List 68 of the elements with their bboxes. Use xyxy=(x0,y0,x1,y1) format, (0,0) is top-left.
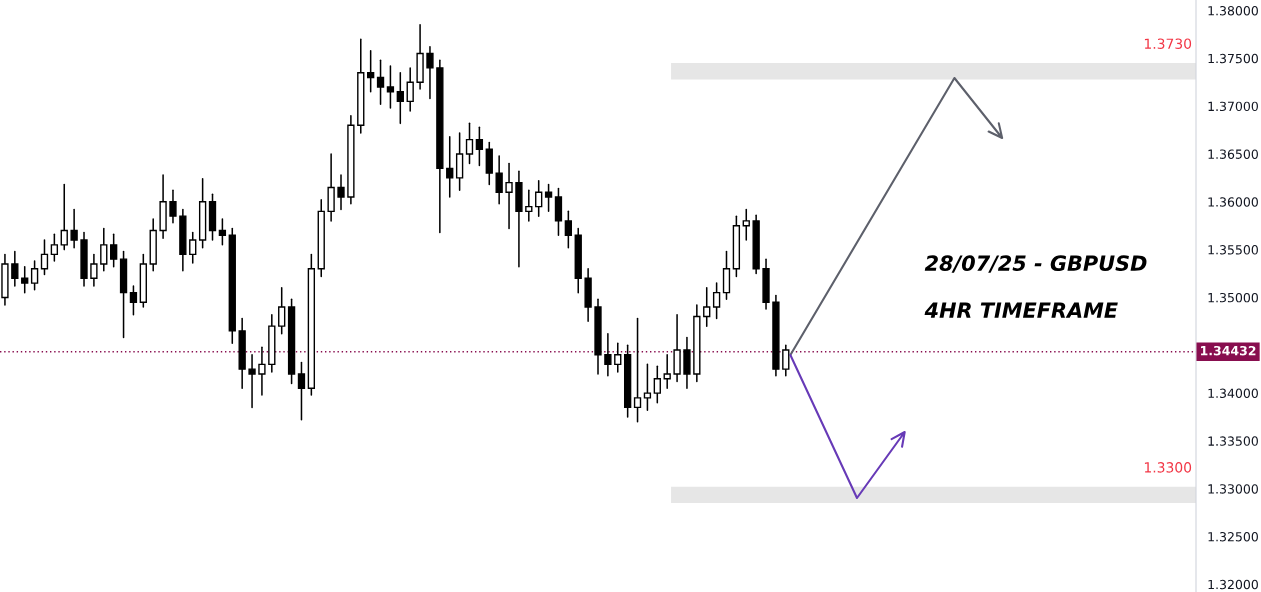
candlestick xyxy=(742,208,750,241)
candlestick xyxy=(337,174,345,211)
candlestick xyxy=(663,354,671,390)
ref-line-label: 1.34432 xyxy=(1201,345,1256,356)
candlestick xyxy=(129,285,138,316)
candlestick xyxy=(722,250,731,301)
candlestick xyxy=(604,333,612,377)
candlestick xyxy=(643,363,652,412)
candlestick xyxy=(70,208,78,249)
candlestick xyxy=(782,344,790,377)
annotation: 4HR TIMEFRAME xyxy=(924,302,1118,318)
candlestick xyxy=(297,361,306,421)
candlestick xyxy=(189,231,197,264)
candlestick xyxy=(258,346,266,396)
candlestick xyxy=(396,71,404,125)
candlestick xyxy=(278,287,286,335)
y-tick-label: 1.32500 xyxy=(1208,532,1258,542)
candlestick xyxy=(100,227,108,272)
y-tick-label: 1.35000 xyxy=(1208,292,1258,303)
candlestick xyxy=(30,260,39,291)
candlestick xyxy=(367,49,375,93)
y-tick-label: 1.37000 xyxy=(1208,101,1258,112)
y-tick-label: 1.35500 xyxy=(1208,245,1258,255)
candlestick xyxy=(169,189,177,224)
candlestick xyxy=(248,354,256,409)
candlestick xyxy=(712,282,721,320)
band-label: 1.3300 xyxy=(1144,462,1192,473)
candlestick xyxy=(673,313,681,383)
candlestick xyxy=(683,336,691,390)
candlestick xyxy=(614,342,622,373)
candlestick xyxy=(495,155,503,205)
y-tick-label: 1.37500 xyxy=(1208,53,1258,64)
candlestick xyxy=(218,218,227,246)
candlestick xyxy=(535,179,543,217)
candlestick xyxy=(110,233,118,268)
annotation: 28/07/25 - GBPUSD xyxy=(924,255,1147,273)
candlestick xyxy=(376,59,385,106)
y-tick-label: 1.36000 xyxy=(1208,197,1258,207)
y-tick-label: 1.36500 xyxy=(1208,149,1258,159)
candlestick xyxy=(50,233,59,262)
candlestick xyxy=(525,189,533,222)
candlestick xyxy=(475,126,484,167)
y-tick-label: 1.33000 xyxy=(1208,484,1258,494)
candlestick xyxy=(327,153,335,222)
candlestick xyxy=(40,239,49,276)
y-tick-label: 1.33500 xyxy=(1208,436,1258,446)
candlestick xyxy=(485,141,493,186)
candlestick xyxy=(446,135,454,198)
candlestick xyxy=(465,122,474,165)
candlestick xyxy=(564,210,573,249)
candlestick xyxy=(633,317,642,423)
candlestick xyxy=(11,250,19,287)
candlestick xyxy=(653,365,661,404)
candlestick xyxy=(554,187,563,237)
candlestick xyxy=(505,162,513,230)
candlestick xyxy=(426,46,434,100)
y-tick-label: 1.38000 xyxy=(1208,5,1258,16)
y-tick-label: 1.32000 xyxy=(1208,579,1258,590)
y-tick-label: 1.34000 xyxy=(1208,388,1258,398)
candlestick xyxy=(455,132,464,192)
band-label: 1.3730 xyxy=(1144,38,1192,49)
candlestick xyxy=(60,183,68,251)
candlestick xyxy=(406,67,414,112)
candlestick xyxy=(544,183,553,213)
candlestick xyxy=(386,65,395,109)
candlestick xyxy=(90,253,98,287)
candlestick xyxy=(21,266,29,294)
candlestick xyxy=(703,287,711,327)
